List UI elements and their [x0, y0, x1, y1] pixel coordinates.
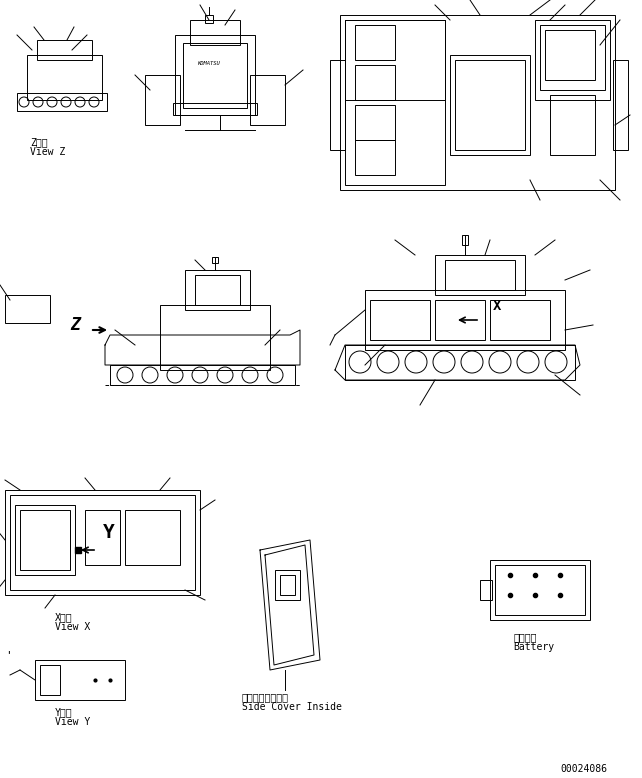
Text: 00024086: 00024086 — [560, 764, 607, 774]
Bar — [40, 665, 60, 695]
Text: Side Cover Inside: Side Cover Inside — [242, 702, 342, 712]
Bar — [545, 30, 595, 80]
Bar — [355, 105, 395, 140]
Text: バッテリ: バッテリ — [513, 632, 537, 642]
Text: サイドカバー内側: サイドカバー内側 — [242, 692, 289, 702]
Bar — [370, 300, 430, 340]
Bar — [495, 565, 585, 615]
Bar — [540, 25, 605, 90]
Bar — [160, 305, 270, 370]
Bar — [212, 257, 218, 263]
Text: Y: Y — [103, 523, 115, 542]
Bar — [345, 20, 445, 185]
Text: X　視: X 視 — [55, 612, 73, 622]
Bar — [185, 270, 250, 310]
Bar — [355, 25, 395, 60]
Bar — [450, 55, 530, 155]
Bar — [85, 510, 120, 565]
Text: ': ' — [5, 650, 12, 660]
Bar — [435, 300, 485, 340]
Bar — [275, 570, 300, 600]
Bar — [190, 20, 240, 45]
Bar — [535, 20, 610, 100]
Bar — [110, 365, 295, 385]
Bar — [365, 290, 565, 350]
Text: View Y: View Y — [55, 717, 91, 727]
Bar — [145, 75, 180, 125]
Bar — [37, 40, 92, 60]
Bar — [490, 560, 590, 620]
Bar — [613, 60, 628, 150]
Bar — [340, 15, 615, 190]
Bar — [125, 510, 180, 565]
Bar — [205, 15, 213, 23]
Bar — [250, 75, 285, 125]
Bar — [550, 95, 595, 155]
Bar — [10, 495, 195, 590]
Bar — [20, 510, 70, 570]
Text: Battery: Battery — [513, 642, 554, 652]
Bar — [173, 103, 257, 115]
Bar — [445, 260, 515, 290]
Bar — [490, 300, 550, 340]
Bar — [5, 490, 200, 595]
Text: View X: View X — [55, 622, 91, 632]
Bar — [183, 43, 247, 108]
Text: Z　視: Z 視 — [30, 137, 48, 147]
Bar — [455, 60, 525, 150]
Bar — [355, 65, 395, 100]
Text: X: X — [493, 299, 501, 313]
Text: View Z: View Z — [30, 147, 65, 157]
Bar — [330, 60, 345, 150]
Bar — [195, 275, 240, 305]
Bar — [175, 35, 255, 115]
Bar — [345, 345, 575, 380]
Bar — [480, 580, 492, 600]
Text: Y　視: Y 視 — [55, 707, 73, 717]
Bar — [435, 255, 525, 295]
Bar — [15, 505, 75, 575]
Bar — [35, 660, 125, 700]
Text: KOMATSU: KOMATSU — [197, 61, 220, 66]
Bar — [355, 140, 395, 175]
Bar — [27, 55, 102, 100]
Text: Z: Z — [70, 316, 80, 334]
Bar — [462, 235, 468, 245]
Bar — [280, 575, 295, 595]
Bar — [5, 295, 50, 323]
Bar — [345, 20, 445, 100]
Bar — [17, 93, 107, 111]
